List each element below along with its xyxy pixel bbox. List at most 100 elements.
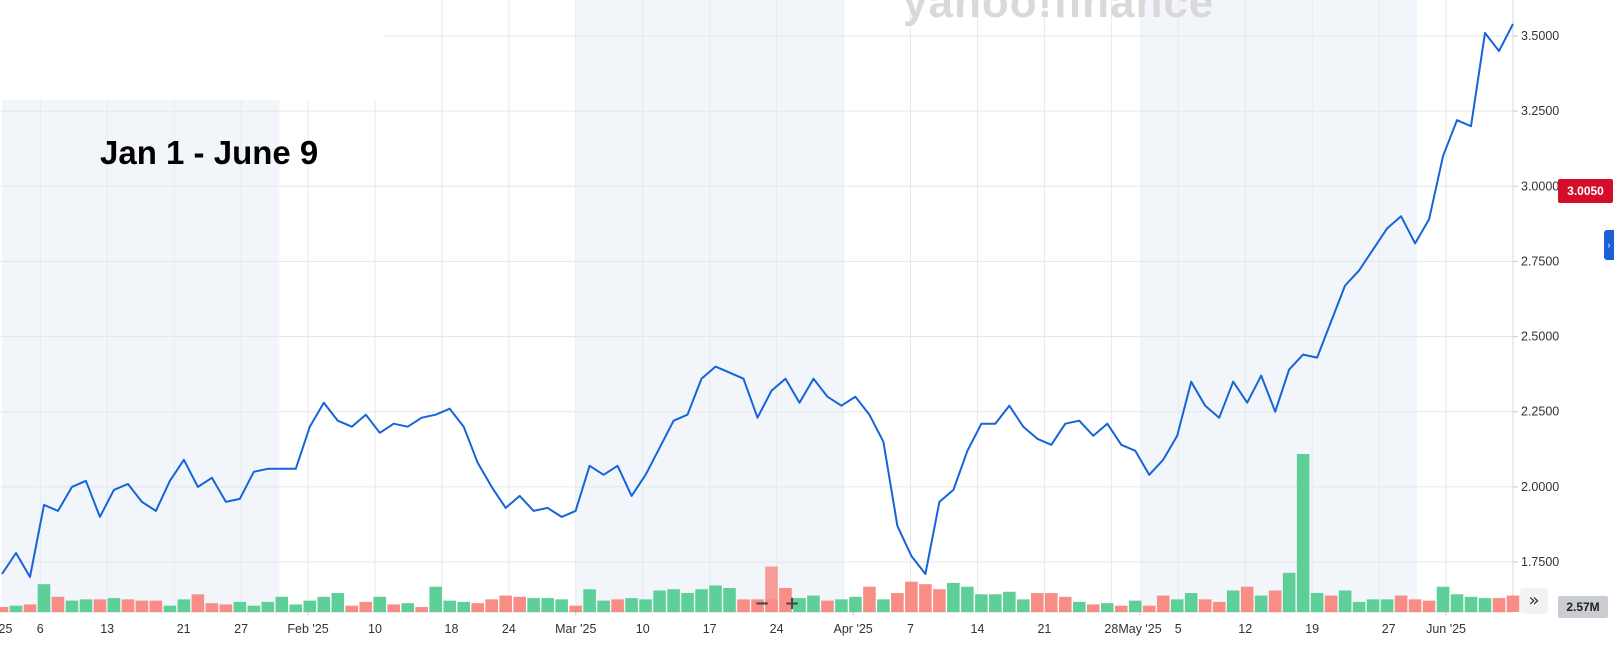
volume-bar-39 [541, 598, 554, 612]
volume-bar-11 [149, 600, 163, 612]
volume-bar-15 [205, 603, 219, 612]
zoom-in-button[interactable]: + [784, 592, 800, 614]
volume-bar-26 [359, 601, 373, 612]
volume-bar-92 [1282, 572, 1296, 612]
x-tick-label-18: May '25 [1118, 622, 1161, 636]
volume-bar-48 [667, 589, 680, 612]
volume-bar-4 [51, 596, 65, 612]
expand-chart-button[interactable]: » [1520, 588, 1548, 614]
volume-bar-14 [191, 594, 205, 612]
shaded-range-0 [2, 0, 280, 612]
shaded-range-2 [1140, 0, 1418, 612]
redaction-box [0, 0, 384, 100]
volume-bar-7 [93, 599, 107, 612]
current-volume-badge: 2.57M [1558, 596, 1608, 618]
volume-bar-64 [891, 593, 904, 612]
volume-bar-33 [457, 601, 470, 612]
volume-bar-18 [247, 605, 261, 612]
x-tick-label-10: 10 [636, 622, 650, 636]
volume-bar-56 [779, 587, 792, 612]
volume-bar-83 [1156, 595, 1170, 612]
volume-bar-43 [597, 600, 610, 612]
volume-bar-59 [821, 600, 834, 612]
volume-bar-45 [625, 598, 638, 612]
volume-bar-104 [1450, 594, 1464, 612]
x-tick-label-23: Jun '25 [1426, 622, 1466, 636]
volume-bar-74 [1031, 593, 1044, 612]
x-tick-label-16: 21 [1037, 622, 1051, 636]
volume-bar-34 [471, 603, 484, 612]
volume-bar-13 [177, 599, 191, 612]
grid-lines [0, 0, 1514, 613]
volume-bar-105 [1464, 596, 1478, 612]
current-price-badge: 3.0050 [1558, 179, 1613, 203]
volume-bar-10 [135, 600, 149, 612]
volume-bar-95 [1324, 595, 1338, 612]
volume-bars [0, 454, 1520, 612]
volume-bar-61 [849, 596, 862, 612]
volume-bar-98 [1366, 599, 1380, 612]
zoom-out-button[interactable]: − [754, 592, 770, 614]
volume-bar-27 [373, 596, 387, 612]
y-tick-label-4: 2.5000 [1521, 330, 1559, 344]
x-tick-label-22: 27 [1382, 622, 1396, 636]
volume-bar-62 [863, 586, 876, 612]
y-tick-label-7: 1.7500 [1521, 555, 1559, 569]
volume-bar-36 [499, 595, 512, 612]
volume-bar-65 [905, 581, 918, 612]
volume-bar-30 [415, 606, 429, 612]
volume-bar-0 [0, 606, 9, 612]
volume-bar-70 [975, 594, 988, 612]
volume-bar-67 [933, 589, 946, 612]
volume-bar-90 [1254, 595, 1268, 612]
volume-bar-107 [1492, 598, 1506, 612]
volume-bar-82 [1142, 605, 1156, 612]
volume-bar-51 [709, 585, 722, 612]
volume-bar-54 [751, 599, 764, 612]
volume-bar-1 [9, 605, 23, 612]
volume-bar-44 [611, 599, 624, 612]
volume-bar-63 [877, 599, 890, 612]
volume-bar-12 [163, 605, 177, 612]
volume-bar-76 [1059, 596, 1072, 612]
volume-bar-81 [1128, 600, 1142, 612]
volume-bar-93 [1296, 454, 1310, 612]
volume-bar-60 [835, 599, 848, 612]
volume-bar-49 [681, 593, 694, 612]
volume-bar-9 [121, 599, 135, 612]
x-tick-label-12: 24 [770, 622, 784, 636]
x-tick-label-20: 12 [1238, 622, 1252, 636]
y-tick-label-0: 3.5000 [1521, 29, 1559, 43]
x-tick-label-3: 21 [177, 622, 191, 636]
volume-bar-6 [79, 599, 93, 612]
volume-bar-47 [653, 590, 666, 612]
volume-bar-94 [1310, 593, 1324, 612]
x-tick-label-17: 28 [1104, 622, 1118, 636]
y-tick-label-2: 3.0000 [1521, 179, 1559, 193]
volume-bar-102 [1422, 600, 1436, 612]
volume-bar-25 [345, 605, 359, 612]
volume-bar-5 [65, 600, 79, 612]
volume-bar-78 [1086, 604, 1100, 612]
volume-bar-88 [1226, 590, 1240, 612]
volume-bar-75 [1045, 593, 1058, 612]
side-panel-tab[interactable]: › [1604, 230, 1614, 260]
x-tick-label-15: 14 [971, 622, 985, 636]
volume-bar-8 [107, 598, 121, 612]
volume-bar-96 [1338, 590, 1352, 612]
x-tick-label-8: 24 [502, 622, 516, 636]
volume-bar-highlight [765, 566, 778, 612]
volume-bar-72 [1003, 591, 1016, 612]
volume-bar-29 [401, 603, 415, 612]
volume-bar-85 [1184, 593, 1198, 612]
volume-bar-66 [919, 584, 932, 612]
x-tick-label-9: Mar '25 [555, 622, 596, 636]
volume-bar-87 [1212, 601, 1226, 612]
volume-bar-31 [429, 586, 443, 612]
volume-bar-32 [443, 600, 456, 612]
x-tick-label-14: 7 [907, 622, 914, 636]
y-tick-label-6: 2.0000 [1521, 480, 1559, 494]
x-tick-label-11: 17 [703, 622, 717, 636]
